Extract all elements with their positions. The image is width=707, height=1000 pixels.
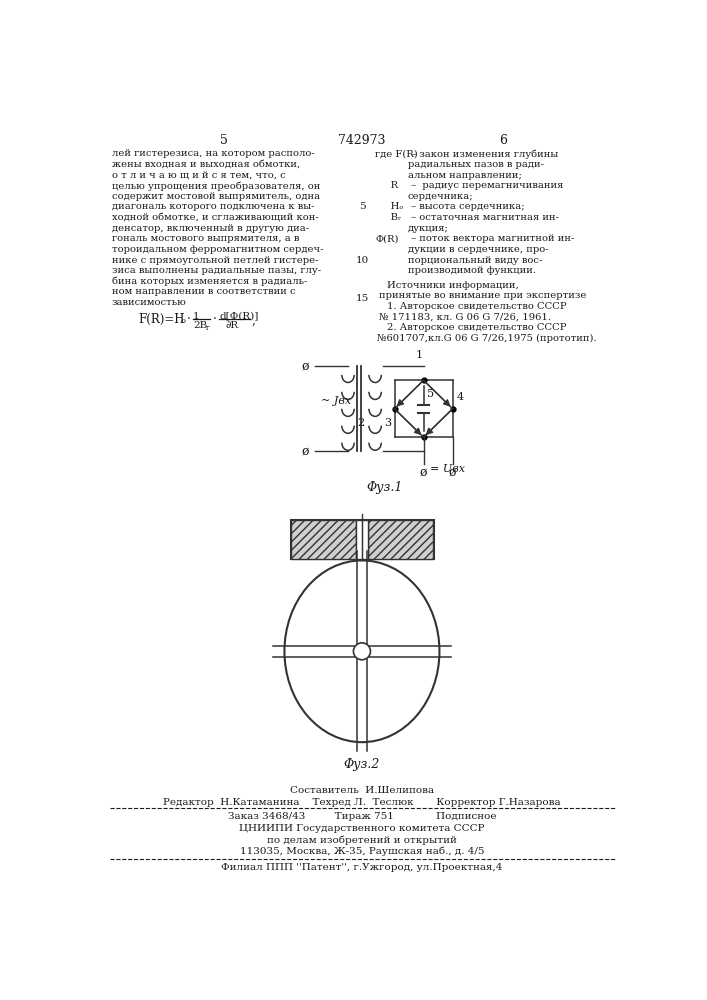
Text: 4: 4 <box>457 392 464 402</box>
Text: № 171183, кл. G 06 G 7/26, 1961.: № 171183, кл. G 06 G 7/26, 1961. <box>379 312 551 322</box>
Text: жены входная и выходная обмотки,: жены входная и выходная обмотки, <box>112 160 300 169</box>
Text: – остаточная магнитная ин-: – остаточная магнитная ин- <box>408 213 559 222</box>
Text: d[Φ(R)]: d[Φ(R)] <box>219 312 259 321</box>
Text: 2B: 2B <box>193 321 207 330</box>
Text: ø: ø <box>302 445 309 458</box>
Text: зиса выполнены радиальные пазы, глу-: зиса выполнены радиальные пазы, глу- <box>112 266 321 275</box>
Text: 6: 6 <box>499 134 507 147</box>
Text: ~ Jвх: ~ Jвх <box>321 396 351 406</box>
Text: №601707,кл.G 06 G 7/26,1975 (прототип).: №601707,кл.G 06 G 7/26,1975 (прототип). <box>377 334 596 343</box>
Text: 5: 5 <box>220 134 228 147</box>
Text: зависимостью: зависимостью <box>112 298 187 307</box>
Text: – закон изменения глубины: – закон изменения глубины <box>408 149 558 159</box>
Text: дукция;: дукция; <box>408 224 448 233</box>
Text: сердечника;: сердечника; <box>408 192 473 201</box>
Bar <box>291 520 356 559</box>
Text: ходной обмотке, и сглаживающий кон-: ходной обмотке, и сглаживающий кон- <box>112 213 318 222</box>
Text: –  радиус перемагничивания: – радиус перемагничивания <box>408 181 563 190</box>
Text: 10: 10 <box>356 256 368 265</box>
Text: Hₒ: Hₒ <box>375 202 403 211</box>
Text: – поток вектора магнитной ин-: – поток вектора магнитной ин- <box>408 234 574 243</box>
Text: ном направлении в соответствии с: ном направлении в соответствии с <box>112 287 296 296</box>
Text: содержит мостовой выпрямитель, одна: содержит мостовой выпрямитель, одна <box>112 192 320 201</box>
Text: ,: , <box>252 313 256 326</box>
Text: 1. Авторское свидетельство СССР: 1. Авторское свидетельство СССР <box>387 302 566 311</box>
Text: альном направлении;: альном направлении; <box>408 171 522 180</box>
Text: 742973: 742973 <box>338 134 386 147</box>
Text: r: r <box>206 324 210 332</box>
Text: Филиал ППП ''Патент'', г.Ужгород, ул.Проектная,4: Филиал ППП ''Патент'', г.Ужгород, ул.Про… <box>221 863 503 872</box>
Text: ø: ø <box>449 466 457 479</box>
Text: 1: 1 <box>416 350 423 360</box>
Text: 2: 2 <box>357 418 364 428</box>
Text: 2. Авторское свидетельство СССР: 2. Авторское свидетельство СССР <box>387 323 566 332</box>
Text: Составитель  И.Шелипова: Составитель И.Шелипова <box>290 786 434 795</box>
Text: ∂R: ∂R <box>226 321 239 330</box>
Text: производимой функции.: производимой функции. <box>408 266 536 275</box>
Text: Φуз.2: Φуз.2 <box>344 758 380 771</box>
Text: 5: 5 <box>428 389 435 399</box>
Text: Источники информации,: Источники информации, <box>387 281 518 290</box>
Text: 1: 1 <box>193 312 199 321</box>
Text: целью упрощения преобразователя, он: целью упрощения преобразователя, он <box>112 181 320 191</box>
Text: ·: · <box>213 313 217 326</box>
Text: Редактор  Н.Катаманина    Техред Л.  Теслюк       Корректор Г.Назарова: Редактор Н.Катаманина Техред Л. Теслюк К… <box>163 798 561 807</box>
Text: Заказ 3468/43         Тираж 751             Подписное: Заказ 3468/43 Тираж 751 Подписное <box>228 812 496 821</box>
Text: Bᵣ: Bᵣ <box>375 213 402 222</box>
Text: 15: 15 <box>356 294 368 303</box>
Text: по делам изобретений и открытий: по делам изобретений и открытий <box>267 835 457 845</box>
Text: дукции в сердечнике, про-: дукции в сердечнике, про- <box>408 245 549 254</box>
Bar <box>291 520 434 559</box>
Circle shape <box>354 643 370 660</box>
Text: диагональ которого подключена к вы-: диагональ которого подключена к вы- <box>112 202 314 211</box>
Text: о т л и ч а ю щ и й с я тем, что, с: о т л и ч а ю щ и й с я тем, что, с <box>112 171 286 180</box>
Text: R: R <box>375 181 398 190</box>
Text: o: o <box>180 317 186 325</box>
Text: ø: ø <box>420 466 427 479</box>
Text: 5: 5 <box>358 202 366 211</box>
Text: 3: 3 <box>385 418 392 428</box>
Text: порциональный виду вос-: порциональный виду вос- <box>408 256 542 265</box>
Text: гональ мостового выпрямителя, а в: гональ мостового выпрямителя, а в <box>112 234 299 243</box>
Text: радиальных пазов в ради-: радиальных пазов в ради- <box>408 160 544 169</box>
Text: лей гистерезиса, на котором располо-: лей гистерезиса, на котором располо- <box>112 149 315 158</box>
Text: Φ(R): Φ(R) <box>375 234 399 243</box>
Text: = Uвх: = Uвх <box>430 464 464 474</box>
Text: где F(R): где F(R) <box>375 149 418 158</box>
Bar <box>368 520 433 559</box>
Text: принятые во внимание при экспертизе: принятые во внимание при экспертизе <box>379 291 586 300</box>
Text: денсатор, включенный в другую диа-: денсатор, включенный в другую диа- <box>112 224 309 233</box>
Text: ·: · <box>187 313 191 326</box>
Text: нике с прямоугольной петлей гистере-: нике с прямоугольной петлей гистере- <box>112 256 318 265</box>
Text: бина которых изменяется в радиаль-: бина которых изменяется в радиаль- <box>112 277 307 286</box>
Text: Φуз.1: Φуз.1 <box>367 481 403 494</box>
Text: тороидальном ферромагнитном сердеч-: тороидальном ферромагнитном сердеч- <box>112 245 323 254</box>
Text: – высота сердечника;: – высота сердечника; <box>408 202 525 211</box>
Text: ø: ø <box>302 360 309 373</box>
Text: ЦНИИПИ Государственного комитета СССР: ЦНИИПИ Государственного комитета СССР <box>239 824 485 833</box>
Bar <box>356 520 368 559</box>
Ellipse shape <box>284 560 440 742</box>
Text: F(R)=H: F(R)=H <box>139 313 185 326</box>
Text: 113035, Москва, Ж-35, Раушская наб., д. 4/5: 113035, Москва, Ж-35, Раушская наб., д. … <box>240 847 484 856</box>
